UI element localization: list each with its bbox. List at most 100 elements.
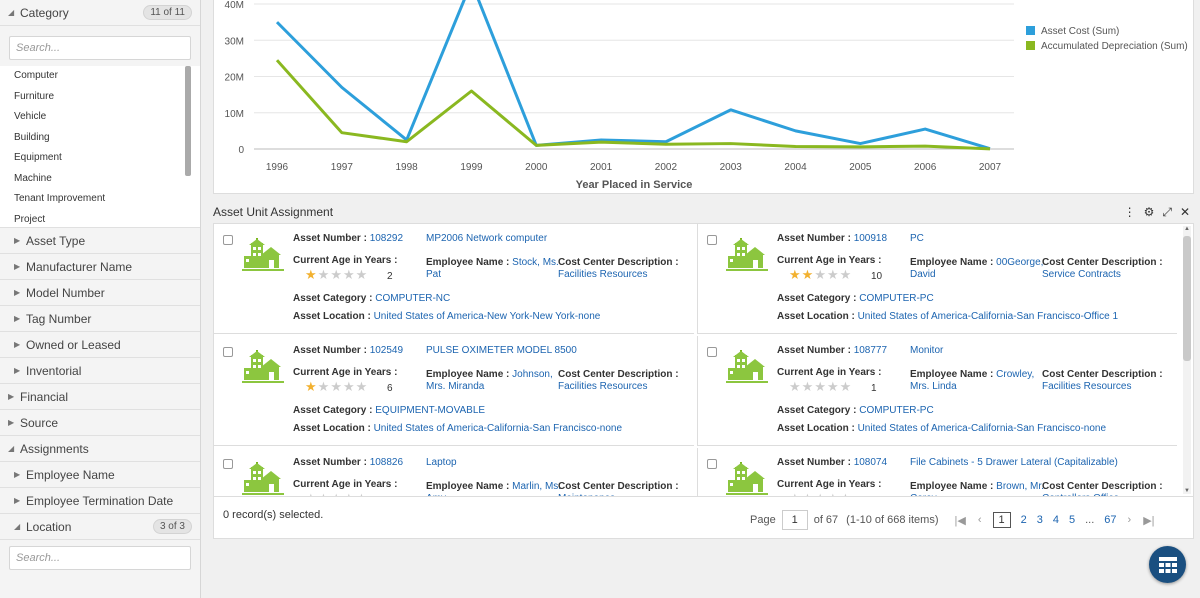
rating-star-icon: ★ — [330, 491, 343, 497]
facet-model-number[interactable]: ▶ Model Number — [0, 280, 200, 306]
asset-card[interactable]: Asset Number : 108826 Laptop Current Age… — [214, 448, 694, 497]
building-icon — [726, 238, 768, 271]
asset-card[interactable]: Asset Number : 108777 Monitor Current Ag… — [697, 336, 1177, 446]
asset-location-link[interactable]: United States of America-New York-New Yo… — [373, 311, 601, 322]
asset-category-link[interactable]: COMPUTER-PC — [859, 405, 934, 416]
first-page-icon[interactable]: |◀ — [954, 514, 966, 527]
category-item[interactable]: Vehicle — [14, 111, 47, 122]
facet-employee-termination-date[interactable]: ▶ Employee Termination Date — [0, 488, 200, 514]
facet-source[interactable]: ▶ Source — [0, 410, 200, 436]
asset-description-link[interactable]: PULSE OXIMETER MODEL 8500 — [426, 345, 577, 356]
page-number[interactable]: 3 — [1036, 514, 1043, 526]
employee-link[interactable]: 00George, David — [910, 257, 1044, 280]
facet-employee-name[interactable]: ▶ Employee Name — [0, 462, 200, 488]
cost-center-link[interactable]: Maintenance — [558, 493, 615, 496]
collapse-arrow-icon: ◢ — [8, 8, 15, 17]
cost-center-link[interactable]: Facilities Resources — [558, 269, 648, 280]
employee-link[interactable]: Johnson, Mrs. Miranda — [426, 369, 553, 392]
facet-category-header[interactable]: ◢ Category 11 of 11 — [0, 0, 200, 26]
category-item[interactable]: Machine — [14, 172, 52, 184]
facet-assignments[interactable]: ◢ Assignments — [0, 436, 200, 462]
last-page-icon[interactable]: ▶| — [1143, 514, 1155, 527]
asset-description-link[interactable]: Laptop — [426, 457, 457, 468]
grid-view-button[interactable] — [1149, 546, 1186, 583]
page-number[interactable]: 2 — [1020, 514, 1027, 526]
cost-center-link[interactable]: Facilities Resources — [558, 381, 648, 392]
category-item[interactable]: Building — [14, 131, 50, 143]
asset-number-link[interactable]: 108826 — [369, 457, 404, 468]
asset-card[interactable]: Asset Number : 100918 PC Current Age in … — [697, 224, 1177, 334]
category-item[interactable]: Project — [14, 213, 46, 225]
page-number[interactable]: 1 — [992, 512, 1011, 528]
asset-card[interactable]: Asset Number : 102549 PULSE OXIMETER MOD… — [214, 336, 694, 446]
category-item[interactable]: Furniture — [14, 90, 55, 102]
asset-number-link[interactable]: 100918 — [853, 233, 888, 244]
employee-link[interactable]: Marlin, Ms. Amy — [426, 481, 562, 496]
cost-center-link[interactable]: Facilities Resources — [1042, 381, 1132, 392]
asset-card[interactable]: Asset Number : 108292 MP2006 Network com… — [214, 224, 694, 334]
asset-number-link[interactable]: 108292 — [369, 233, 404, 244]
facet-financial[interactable]: ▶ Financial — [0, 384, 200, 410]
next-page-icon[interactable]: › — [1127, 514, 1132, 526]
cost-center-link[interactable]: Controllers Office — [1042, 493, 1119, 496]
asset-number-link[interactable]: 108777 — [853, 345, 888, 356]
facet-tag-number[interactable]: ▶ Tag Number — [0, 306, 200, 332]
rating-star-icon: ★ — [305, 379, 318, 394]
select-checkbox[interactable] — [223, 235, 233, 245]
page-number[interactable]: 5 — [1069, 514, 1076, 526]
grid-scrollbar[interactable]: ▲ ▼ — [1183, 226, 1191, 494]
asset-location-link[interactable]: United States of America-California-San … — [373, 423, 623, 434]
employee-link[interactable]: Brown, Mr. Corey — [910, 481, 1044, 496]
asset-number-label: Asset Number : — [777, 345, 851, 356]
employee-link[interactable]: Crowley, Mrs. Linda — [910, 369, 1035, 392]
close-icon[interactable]: ✕ — [1179, 204, 1190, 219]
asset-number-link[interactable]: 102549 — [369, 345, 404, 356]
asset-description-link[interactable]: Monitor — [910, 345, 944, 356]
select-checkbox[interactable] — [223, 347, 233, 357]
asset-category-link[interactable]: EQUIPMENT-MOVABLE — [375, 405, 486, 416]
scroll-thumb[interactable] — [1183, 236, 1191, 361]
building-icon — [726, 462, 768, 495]
rating-star-icon: ★ — [342, 267, 356, 282]
category-scrollbar[interactable] — [185, 66, 191, 176]
category-search-input[interactable]: Search... — [9, 36, 191, 60]
scroll-up-icon[interactable]: ▲ — [1184, 226, 1190, 232]
asset-location-link[interactable]: United States of America-California-San … — [857, 423, 1107, 434]
gear-icon[interactable]: ⚙ — [1143, 204, 1155, 219]
location-search-input[interactable]: Search... — [9, 546, 191, 570]
asset-card[interactable]: Asset Number : 108074 File Cabinets - 5 … — [697, 448, 1177, 497]
more-options-icon[interactable]: ⋮ — [1123, 204, 1136, 219]
facet-inventorial[interactable]: ▶ Inventorial — [0, 358, 200, 384]
asset-description-link[interactable]: PC — [910, 233, 924, 244]
facet-asset-type[interactable]: ▶ Asset Type — [0, 228, 200, 254]
asset-number-link[interactable]: 108074 — [853, 457, 888, 468]
facet-manufacturer-name[interactable]: ▶ Manufacturer Name — [0, 254, 200, 280]
scroll-down-icon[interactable]: ▼ — [1184, 488, 1190, 494]
select-checkbox[interactable] — [223, 459, 233, 469]
page-number[interactable]: 4 — [1052, 514, 1059, 526]
rating-star-icon: ★ — [802, 491, 815, 497]
rating-star-icon: ★ — [789, 379, 802, 394]
asset-category-link[interactable]: COMPUTER-PC — [859, 293, 934, 304]
asset-description-link[interactable]: MP2006 Network computer — [426, 233, 548, 244]
employee-link[interactable]: Stock, Ms. Pat — [426, 257, 559, 280]
select-checkbox[interactable] — [707, 347, 717, 357]
x-tick-label: 2005 — [849, 162, 872, 173]
category-item[interactable]: Computer — [14, 70, 58, 81]
expand-arrow-icon: ▶ — [14, 314, 21, 323]
asset-category-link[interactable]: COMPUTER-NC — [375, 293, 451, 304]
cost-center-link[interactable]: Service Contracts — [1042, 269, 1121, 280]
facet-location-count: 3 of 3 — [152, 519, 192, 534]
category-item[interactable]: Equipment — [14, 152, 62, 163]
select-checkbox[interactable] — [707, 459, 717, 469]
expand-icon[interactable]: ⤢ — [1162, 204, 1172, 219]
page-number[interactable]: 67 — [1104, 514, 1117, 526]
select-checkbox[interactable] — [707, 235, 717, 245]
facet-location-header[interactable]: ◢ Location 3 of 3 — [0, 514, 200, 540]
prev-page-icon[interactable]: ‹ — [977, 514, 982, 526]
asset-location-link[interactable]: United States of America-California-San … — [857, 311, 1119, 322]
facet-owned-or-leased[interactable]: ▶ Owned or Leased — [0, 332, 200, 358]
page-input[interactable]: 1 — [781, 510, 808, 530]
category-item[interactable]: Tenant Improvement — [14, 193, 106, 204]
asset-description-link[interactable]: File Cabinets - 5 Drawer Lateral (Capita… — [910, 457, 1118, 468]
